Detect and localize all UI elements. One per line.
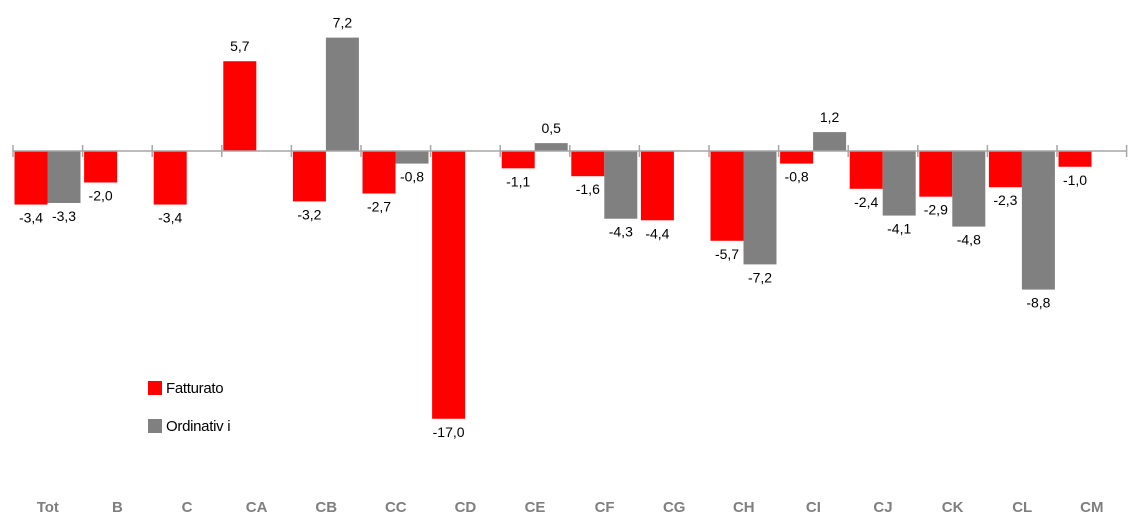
bar-series-1-cm <box>1058 151 1092 167</box>
value-label-series-1-cb: -3,2 <box>297 206 321 222</box>
category-label-b: B <box>112 499 123 516</box>
category-label-cf: CF <box>595 499 615 516</box>
bar-series-1-cg <box>640 151 674 221</box>
value-label-series-1-ca: 5,7 <box>230 38 250 54</box>
bar-series-2-tot <box>47 151 81 203</box>
category-label-cm: CM <box>1080 499 1103 516</box>
bar-series-2-cf <box>604 151 638 219</box>
category-label-ce: CE <box>525 499 546 516</box>
value-label-series-1-cf: -1,6 <box>576 181 600 197</box>
legend-swatch-series-1 <box>148 381 162 395</box>
category-label-cl: CL <box>1012 499 1032 516</box>
value-label-series-2-cb: 7,2 <box>333 15 353 31</box>
value-label-series-1-cj: -2,4 <box>854 194 878 210</box>
x-axis <box>12 145 1128 157</box>
bar-series-1-b <box>84 151 118 183</box>
category-label-ch: CH <box>733 499 755 516</box>
bar-series-1-cf <box>571 151 605 177</box>
bar-series-2-ci <box>813 132 847 151</box>
legend-label-series-2: Ordinativ i <box>166 417 231 435</box>
value-label-series-1-ci: -0,8 <box>785 169 809 185</box>
value-label-series-1-tot: -3,4 <box>19 210 43 226</box>
category-label-ck: CK <box>942 499 964 516</box>
value-label-series-2-ci: 1,2 <box>820 109 840 125</box>
legend: Fatturato Ordinativ i <box>148 378 231 454</box>
bar-series-2-cj <box>882 151 916 216</box>
category-labels-layer: Tot B C CA CB CC CD CE CF CG CH CI CJ CK CL CM <box>37 499 1104 516</box>
legend-label-series-1: Fatturato <box>166 379 224 397</box>
category-label-cc: CC <box>385 499 407 516</box>
bar-series-1-ck <box>919 151 953 197</box>
category-label-tot: Tot <box>37 499 59 516</box>
value-label-series-2-cl: -8,8 <box>1026 295 1050 311</box>
value-label-series-1-ch: -5,7 <box>715 246 739 262</box>
value-label-series-1-cg: -4,4 <box>645 225 669 241</box>
value-label-series-2-cf: -4,3 <box>609 224 633 240</box>
bar-series-1-cc <box>362 151 396 194</box>
category-label-cb: CB <box>315 499 337 516</box>
category-label-ca: CA <box>246 499 268 516</box>
value-label-series-1-cm: -1,0 <box>1063 172 1087 188</box>
legend-item-series-1: Fatturato <box>148 378 230 398</box>
value-label-series-2-ch: -7,2 <box>748 269 772 285</box>
category-label-cg: CG <box>663 499 686 516</box>
bar-series-1-ca <box>223 61 257 151</box>
bar-series-1-cb <box>292 151 326 202</box>
bar-series-1-cd <box>432 151 466 419</box>
category-label-cj: CJ <box>873 499 892 516</box>
category-label-cd: CD <box>455 499 477 516</box>
bar-series-2-cb <box>325 37 359 151</box>
bar-series-2-ch <box>743 151 777 265</box>
value-label-series-1-c: -3,4 <box>158 210 182 226</box>
value-label-series-2-ce: 0,5 <box>541 120 561 136</box>
bar-series-2-ck <box>952 151 986 227</box>
bar-series-1-ce <box>501 151 535 169</box>
value-label-series-2-cc: -0,8 <box>400 169 424 185</box>
value-label-series-2-ck: -4,8 <box>957 232 981 248</box>
value-label-series-1-b: -2,0 <box>89 188 113 204</box>
value-label-series-1-cd: -17,0 <box>433 424 465 440</box>
category-label-c: C <box>182 499 193 516</box>
bar-series-1-cl <box>988 151 1022 188</box>
bar-series-1-cj <box>849 151 883 189</box>
value-label-series-1-cl: -2,3 <box>993 192 1017 208</box>
bar-series-2-ce <box>534 143 568 151</box>
legend-item-series-2: Ordinativ i <box>148 416 231 436</box>
value-label-series-2-cj: -4,1 <box>887 221 911 237</box>
bar-series-1-ci <box>780 151 814 164</box>
value-label-series-2-tot: -3,3 <box>52 208 76 224</box>
value-label-series-1-ck: -2,9 <box>924 202 948 218</box>
bar-series-2-cc <box>395 151 429 164</box>
bar-series-1-c <box>153 151 187 205</box>
value-labels-layer: -3,4 -3,3 -2,0 -3,4 5,7 -3,2 7,2 -2,7 -0,8 -17,0 -… <box>19 15 1087 440</box>
value-label-series-1-ce: -1,1 <box>506 173 530 189</box>
legend-swatch-series-2 <box>148 419 162 433</box>
bar-series-1-ch <box>710 151 744 241</box>
bar-series-1-tot <box>14 151 48 205</box>
bar-series-2-cl <box>1021 151 1055 290</box>
category-label-ci: CI <box>806 499 821 516</box>
value-label-series-1-cc: -2,7 <box>367 199 391 215</box>
bars-layer <box>14 37 1092 419</box>
